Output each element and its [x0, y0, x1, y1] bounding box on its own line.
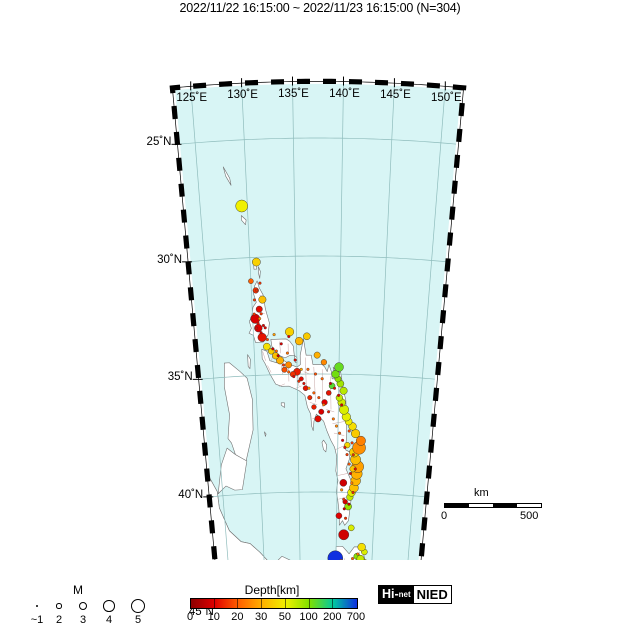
magnitude-symbols: [26, 598, 156, 614]
magnitude-legend-title: M: [73, 583, 83, 597]
map-svg: [0, 14, 640, 560]
depth-colorbar-ticks: [190, 598, 358, 609]
map-canvas[interactable]: km 0 500 45˚N 40˚N 35˚N 30˚N 25˚N 125˚E 130˚E 1…: [0, 14, 640, 560]
magnitude-symbol-5: [131, 599, 146, 614]
lon-label-135: 135˚E: [271, 88, 317, 100]
scale-end-label: 500: [520, 510, 538, 522]
lat-label-40: 40˚N: [153, 489, 203, 501]
hinet-logo-text: Hi-net: [379, 586, 413, 603]
lat-label-30: 30˚N: [132, 254, 182, 266]
lon-label-125: 125˚E: [169, 92, 215, 104]
magnitude-symbol-4: [103, 600, 115, 612]
scale-start-label: 0: [441, 510, 447, 522]
scale-unit-label: km: [474, 487, 489, 499]
depth-label-700: 700: [342, 611, 370, 623]
lon-label-150: 150˚E: [423, 92, 469, 104]
nied-logo-text: NIED: [413, 586, 451, 603]
magnitude-label-4: 5: [123, 614, 153, 626]
depth-legend: Depth[km] 0 10 20 30 50 100 200 700: [186, 583, 376, 627]
earthquake-map-page: 2022/11/22 16:15:00 ~ 2022/11/23 16:15:0…: [0, 0, 640, 627]
lat-label-35: 35˚N: [143, 371, 193, 383]
magnitude-legend: M ~1 2 3 4 5: [26, 583, 156, 627]
hinet-nied-logo: Hi-net NIED: [378, 585, 452, 604]
magnitude-symbol-3: [79, 602, 88, 611]
magnitude-label-3: 4: [94, 614, 124, 626]
depth-legend-title: Depth[km]: [186, 583, 358, 597]
magnitude-symbol-2: [56, 603, 62, 609]
lon-label-140: 140˚E: [321, 88, 367, 100]
lon-label-145: 145˚E: [372, 89, 418, 101]
lon-label-130: 130˚E: [220, 89, 266, 101]
scale-bar-track: [444, 503, 542, 508]
hinet-sub: net: [399, 591, 411, 599]
page-title: 2022/11/22 16:15:00 ~ 2022/11/23 16:15:0…: [0, 1, 640, 15]
magnitude-symbol-1: [36, 605, 39, 608]
lat-label-25: 25˚N: [121, 136, 171, 148]
hinet-prefix: Hi-: [382, 588, 399, 601]
